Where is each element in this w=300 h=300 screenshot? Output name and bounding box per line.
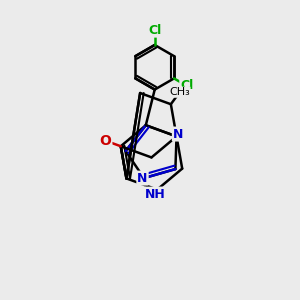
Text: Cl: Cl [148,24,161,37]
Text: Cl: Cl [180,80,194,92]
Text: O: O [100,134,111,148]
Text: N: N [173,128,183,140]
Text: CH₃: CH₃ [169,87,190,97]
Text: N: N [137,172,148,184]
Text: NH: NH [145,188,166,201]
